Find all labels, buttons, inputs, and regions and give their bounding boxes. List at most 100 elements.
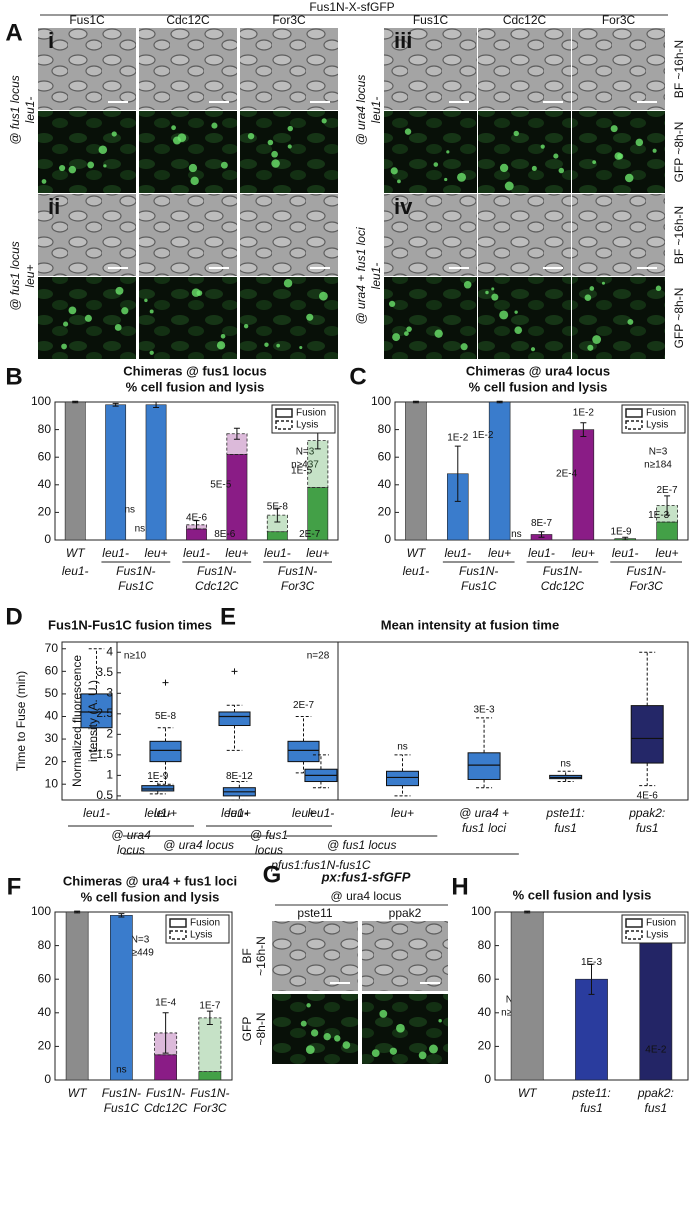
gfp-spot — [434, 329, 443, 338]
chart-title: Chimeras @ fus1 locus — [123, 363, 266, 378]
gfp-spot — [323, 1033, 331, 1041]
gfp-spot — [121, 307, 129, 315]
error-bar — [74, 910, 81, 914]
legend-swatch — [275, 420, 293, 430]
gfp-spot — [601, 281, 605, 285]
y-tick-label: 0 — [44, 532, 51, 546]
x-tick-label: leu1- — [144, 806, 171, 820]
block-label: leu1- — [23, 97, 37, 124]
gfp-image — [240, 111, 338, 193]
p-value: 2E-4 — [556, 468, 578, 479]
gfp-image — [139, 111, 237, 193]
p-value: ns — [135, 524, 146, 535]
gfp-spot — [264, 342, 269, 347]
y-tick-label: 20 — [38, 1039, 52, 1053]
group-label: leu1- — [62, 564, 89, 578]
upper-whisker — [149, 781, 166, 786]
block-numeral: ii — [48, 194, 60, 219]
group-label: Fus1N- — [278, 564, 317, 578]
group-label: @ ura4 locus — [163, 838, 234, 852]
block-label: @ ura4 locus — [354, 75, 368, 146]
y-axis-label: intensity (A. U.) — [86, 680, 100, 762]
error-bar — [664, 495, 671, 516]
brightfield-image — [478, 194, 571, 276]
brightfield-image — [139, 194, 237, 276]
gfp-spot — [310, 1029, 319, 1037]
chart-title: Chimeras @ ura4 + fus1 loci — [63, 873, 237, 888]
x-tick-label: WT — [68, 1086, 88, 1100]
y-tick-label: 80 — [38, 422, 52, 436]
gfp-spot — [499, 163, 509, 173]
x-tick-label: leu1- — [102, 546, 129, 560]
gfp-spot — [584, 294, 592, 302]
error-bar — [206, 1010, 213, 1026]
y-tick-label: 1.5 — [96, 747, 113, 761]
gfp-spot — [271, 150, 278, 158]
y-tick-label: 80 — [38, 938, 52, 952]
gfp-spot — [514, 310, 518, 314]
error-bar — [622, 536, 629, 541]
error-bar — [496, 400, 503, 404]
x-tick-label: leu+ — [228, 806, 251, 820]
error-bar — [588, 963, 595, 995]
chart-title: Mean intensity at fusion time — [381, 617, 559, 632]
gfp-spot — [463, 280, 472, 289]
y-tick-label: 40 — [38, 1005, 52, 1019]
p-value: 5E-8 — [155, 711, 177, 722]
upper-whisker — [226, 704, 243, 712]
gfp-spot — [115, 286, 124, 295]
gfp-spot — [504, 181, 514, 191]
gfp-spot — [305, 1045, 315, 1054]
p-value: ns — [397, 741, 408, 752]
p-value: 1E-2 — [447, 433, 469, 444]
column-header: Fus1C — [413, 13, 449, 27]
brightfield-image — [384, 28, 477, 110]
gfp-spot — [306, 313, 314, 321]
y-tick-label: 1 — [106, 768, 113, 782]
x-tick-label: Fus1N- — [146, 1086, 185, 1100]
block-label: leu+ — [23, 264, 37, 287]
sample-note: n≥10 — [124, 651, 147, 662]
y-tick-label: 0 — [484, 1072, 491, 1086]
y-tick-label: 80 — [378, 422, 392, 436]
block-label: @ fus1 locus — [8, 241, 22, 311]
error-bar — [412, 400, 419, 404]
block-numeral: i — [48, 28, 54, 53]
error-bar — [580, 422, 587, 437]
gfp-spot — [617, 153, 624, 160]
gfp-spot — [188, 163, 198, 173]
panel-letter: A — [5, 19, 22, 46]
gfp-spot — [247, 132, 255, 140]
gfp-image — [478, 111, 571, 193]
gfp-spot — [390, 167, 398, 175]
x-tick-label: leu+ — [391, 806, 414, 820]
error-bar — [118, 913, 125, 918]
panel-letter: C — [349, 363, 366, 390]
x-tick-label: For3C — [193, 1101, 227, 1115]
fusion-bar — [510, 911, 544, 1081]
group-label: Fus1C — [461, 579, 497, 593]
gfp-spot — [491, 293, 499, 301]
gfp-spot — [87, 161, 95, 169]
p-value: 4E-6 — [637, 791, 659, 802]
gfp-spot — [379, 1009, 388, 1018]
gfp-spot — [149, 309, 154, 314]
fusion-bar — [145, 404, 167, 541]
column-header: pste11 — [297, 906, 332, 920]
error-bar — [72, 400, 79, 404]
gfp-image — [38, 111, 136, 193]
row-label: BF ~16h-N — [672, 40, 686, 98]
p-value: 1E-2 — [472, 430, 494, 441]
x-tick-label: leu1- — [528, 546, 555, 560]
gfp-spot — [276, 343, 281, 348]
group-label: Fus1N- — [116, 564, 155, 578]
gfp-spot — [211, 122, 218, 129]
gfp-spot — [283, 278, 293, 288]
legend-swatch — [169, 918, 187, 928]
group-label: @ fus1 — [250, 828, 288, 842]
panel-letter: D — [5, 603, 22, 630]
gfp-spot — [655, 285, 662, 292]
x-tick-label: Fus1N- — [190, 1086, 229, 1100]
error-bar — [112, 402, 119, 407]
